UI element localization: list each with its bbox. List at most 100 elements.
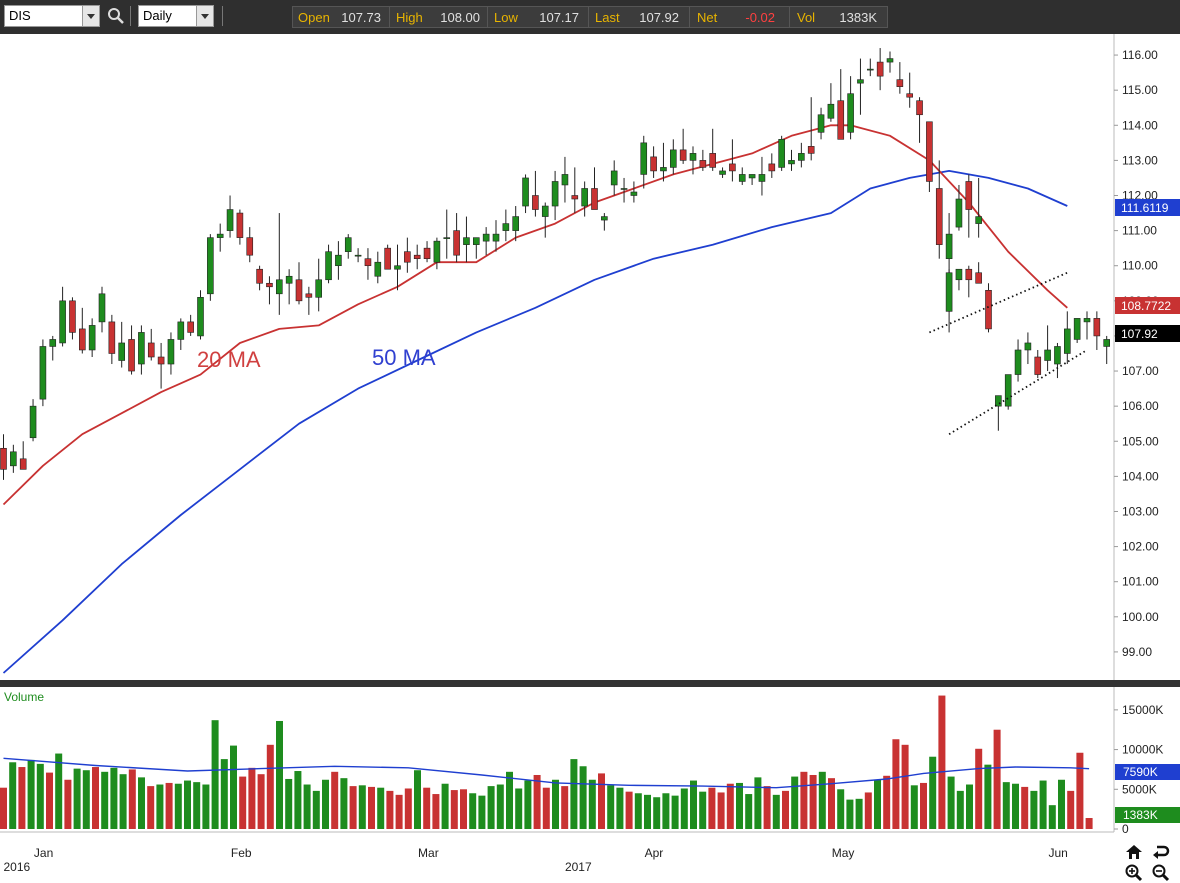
volume-bar (837, 789, 845, 829)
candle-body (945, 233, 953, 259)
candle-body (1083, 318, 1091, 323)
price-tick-label: 104.00 (1122, 469, 1159, 483)
candle-body (394, 265, 401, 270)
volume-panel-title: Volume (4, 690, 44, 704)
volume-bar (460, 789, 467, 829)
volume-bar (312, 790, 320, 829)
interval-dropdown-button[interactable] (196, 5, 214, 27)
volume-bar (414, 770, 421, 829)
volume-bar (828, 778, 835, 829)
volume-bar (55, 753, 63, 829)
zoom-in-icon[interactable] (1124, 863, 1144, 883)
price-tick-label: 102.00 (1122, 540, 1159, 554)
month-label: Jan (34, 846, 53, 860)
volume-bar (303, 784, 311, 829)
volume-bar (699, 791, 707, 829)
year-label: 2016 (4, 860, 31, 874)
candle-body (699, 160, 707, 168)
ma50-price-badge: 111.6119 (1115, 199, 1180, 216)
volume-bar (524, 780, 532, 829)
candle-body (640, 142, 648, 175)
candle-body (285, 275, 293, 284)
candle-body (985, 289, 992, 330)
volume-bar (818, 771, 826, 829)
candle-body (10, 451, 17, 467)
volume-bar (0, 787, 7, 829)
candle-body (798, 153, 805, 161)
volume-bar (349, 786, 357, 829)
symbol-input[interactable]: DIS (4, 5, 84, 27)
ma50-line (2, 169, 1068, 674)
candle-body (896, 79, 904, 87)
candle-body (79, 328, 86, 351)
volume-bar (956, 790, 964, 829)
volume-tick-label: 10000K (1122, 743, 1163, 757)
volume-bar (423, 787, 431, 829)
candle-body (423, 247, 431, 259)
ma20-price-badge: 108.7722 (1115, 297, 1180, 314)
home-icon[interactable] (1124, 843, 1144, 861)
price-tick-label: 103.00 (1122, 504, 1159, 518)
ma20-annotation: 20 MA (197, 347, 261, 372)
low-value: 107.17 (539, 10, 579, 25)
month-label: May (832, 846, 855, 860)
candle-body (541, 205, 549, 217)
volume-bar (156, 784, 164, 829)
svg-text:111.6119: 111.6119 (1121, 201, 1169, 215)
candle-body (354, 254, 362, 257)
price-tick-label: 105.00 (1122, 434, 1159, 448)
candle-body (1004, 374, 1012, 407)
volume-bar (257, 774, 265, 829)
candle-body (128, 339, 135, 372)
volume-bar (625, 791, 633, 829)
volume-bar (248, 767, 256, 829)
candle-body (177, 321, 185, 340)
panel-divider[interactable] (0, 680, 1180, 687)
volume-bar (993, 729, 1001, 829)
candle-body (945, 272, 953, 312)
volume-bar (432, 794, 440, 829)
price-tick-label: 99.00 (1122, 645, 1152, 659)
candle-body (187, 321, 194, 333)
candle-body (0, 447, 7, 470)
volume-bar (579, 766, 587, 829)
high-label: High (396, 10, 423, 25)
undo-icon[interactable] (1151, 843, 1171, 861)
candle-body (817, 114, 825, 133)
volume-bar (644, 794, 651, 829)
volume-bar (1048, 805, 1056, 829)
candle-body (266, 282, 273, 288)
volume-bar (450, 790, 458, 829)
candle-body (1024, 342, 1032, 351)
volume-bar (1012, 783, 1019, 829)
candle-body (29, 405, 37, 439)
symbol-dropdown-button[interactable] (82, 5, 100, 27)
candle-body (709, 153, 717, 168)
volume-bar (368, 786, 375, 829)
price-volume-chart[interactable]: 99.00 100.00 101.00 102.00 103.00 104.00 105.0… (0, 34, 1180, 883)
volume-bar (634, 793, 642, 829)
volume-bar (855, 798, 863, 829)
candle-body (1034, 356, 1042, 375)
candle-body (1044, 349, 1051, 361)
volume-bar (947, 776, 955, 829)
ma20-line (2, 124, 1068, 506)
volume-bar (193, 782, 201, 829)
candle-body (926, 121, 933, 182)
volume-bar (358, 785, 366, 829)
candle-body (49, 339, 57, 347)
search-icon[interactable] (107, 7, 125, 25)
volume-tick-label: 5000K (1122, 782, 1157, 796)
volume-bar (588, 779, 596, 829)
volume-bar (46, 772, 53, 829)
candle-body (197, 297, 204, 337)
candle-body (512, 216, 520, 231)
volume-bar (929, 756, 937, 829)
interval-select[interactable]: Daily (138, 5, 198, 27)
volume-avg-badge: 7590K (1115, 764, 1180, 780)
candle-body (374, 261, 382, 277)
zoom-out-icon[interactable] (1151, 863, 1171, 883)
month-label: Mar (418, 846, 439, 860)
candle-body (69, 300, 76, 333)
volume-bar (220, 759, 228, 829)
